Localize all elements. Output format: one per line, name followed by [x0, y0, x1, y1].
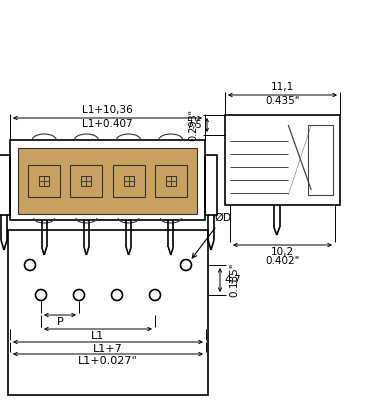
Text: 4,7: 4,7 [224, 275, 241, 285]
Circle shape [73, 290, 84, 300]
Text: L1: L1 [91, 331, 105, 341]
Bar [124, 176, 134, 186]
Text: L1+0.027": L1+0.027" [78, 356, 138, 366]
Text: L1+10,36: L1+10,36 [82, 105, 133, 115]
Bar [166, 176, 176, 186]
Text: 7,5: 7,5 [186, 120, 202, 130]
Text: ØD: ØD [192, 213, 231, 258]
Bar [205, 155, 217, 215]
Text: L1+0.407: L1+0.407 [82, 119, 133, 129]
Text: 11,1: 11,1 [271, 82, 294, 92]
Circle shape [112, 290, 123, 300]
Bar [113, 165, 145, 197]
Circle shape [181, 260, 191, 270]
Bar [70, 165, 102, 197]
Text: 0.402": 0.402" [265, 256, 300, 266]
Bar [39, 176, 49, 186]
Bar [0, 155, 10, 215]
Bar [225, 115, 340, 205]
Text: 0.185": 0.185" [229, 263, 239, 297]
Text: 0.435": 0.435" [265, 96, 300, 106]
Circle shape [24, 260, 36, 270]
Bar [155, 165, 187, 197]
Text: 10,2: 10,2 [271, 247, 294, 257]
Bar [8, 230, 208, 395]
Text: L1+7: L1+7 [93, 344, 123, 354]
Bar [308, 125, 333, 195]
Bar [81, 176, 91, 186]
Text: 0.293": 0.293" [188, 109, 198, 141]
Circle shape [149, 290, 160, 300]
Bar [18, 148, 197, 214]
Bar [28, 165, 60, 197]
Bar [10, 140, 205, 220]
Circle shape [36, 290, 47, 300]
Text: P: P [57, 317, 63, 327]
